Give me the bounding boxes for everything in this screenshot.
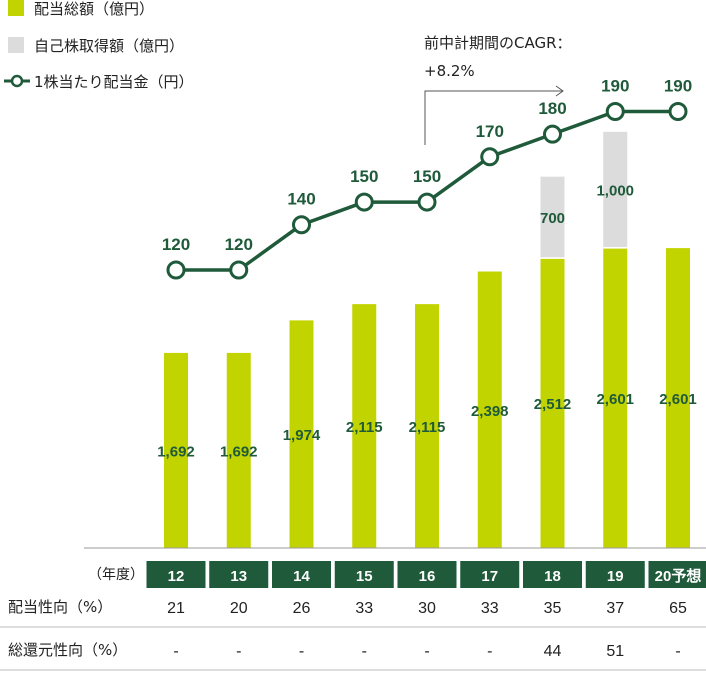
dps-point xyxy=(166,260,186,280)
row-label-payout: 配当性向（%） xyxy=(8,598,112,616)
year-label: 14 xyxy=(293,568,310,585)
dividend-bar xyxy=(164,352,188,548)
year-label: 19 xyxy=(607,568,624,585)
dps-line-group: 120 120 140 150 150 170 180 190 190 xyxy=(162,77,692,280)
buyback-bar xyxy=(540,176,565,258)
dividend-value-label: 2,398 xyxy=(471,403,509,420)
bar-separator xyxy=(603,247,628,249)
cagr-arrow-head xyxy=(555,85,564,97)
year-cell xyxy=(523,561,582,588)
payout-ratio-value: 21 xyxy=(167,600,185,617)
dps-value-label: 180 xyxy=(538,99,566,118)
dps-value-label: 190 xyxy=(601,77,629,96)
payout-ratio-value: 30 xyxy=(418,600,436,617)
buyback-bar xyxy=(603,131,628,248)
dps-value-label: 170 xyxy=(476,122,504,141)
buyback-value-label: 700 xyxy=(540,210,565,227)
total-return-ratio-value: - xyxy=(173,643,178,660)
dividend-value-label: 1,974 xyxy=(283,427,321,444)
cagr-annotation: 前中計期間のCAGR： +8.2% xyxy=(424,34,572,145)
dps-point xyxy=(354,192,374,212)
year-cell xyxy=(272,561,331,588)
total-return-ratio-value: - xyxy=(236,643,241,660)
dividend-bar xyxy=(352,304,377,548)
cagr-arrow-line xyxy=(424,90,562,145)
dps-point xyxy=(417,192,437,212)
dps-point xyxy=(668,102,688,122)
year-cell xyxy=(146,561,206,588)
year-label: 20予想 xyxy=(655,567,702,585)
dps-point xyxy=(292,215,311,235)
fiscal-year-label: （年度） xyxy=(88,567,144,583)
total-return-ratio-value: - xyxy=(299,643,304,660)
year-cell xyxy=(585,561,645,588)
dps-value-label: 190 xyxy=(664,77,692,96)
cagr-title: 前中計期間のCAGR： xyxy=(424,34,572,52)
total-return-ratio-value: - xyxy=(675,643,680,660)
dividend-bar xyxy=(666,248,690,548)
dividend-value-label: 2,512 xyxy=(534,396,572,413)
total-return-ratio-value: 51 xyxy=(606,643,624,660)
bar-label-group: 1,692 1,692 1,974 2,115 2,115 2,398 700 2,512 1,… xyxy=(157,182,697,460)
total-return-ratio-value: - xyxy=(487,643,492,660)
payout-ratio-value: 20 xyxy=(230,600,248,617)
legend-swatch-buyback xyxy=(8,37,24,53)
year-cell xyxy=(397,561,457,588)
year-cell xyxy=(648,561,706,588)
year-header: 12 13 14 15 16 17 18 19 20予想 xyxy=(146,561,706,588)
buyback-value-label: 1,000 xyxy=(596,182,634,199)
dividend-bar xyxy=(415,304,439,548)
dividend-bar xyxy=(540,258,565,548)
year-cell xyxy=(334,561,394,588)
dps-point xyxy=(543,124,562,144)
year-label: 18 xyxy=(544,568,561,585)
dividend-value-label: 2,601 xyxy=(596,391,634,408)
legend: 配当総額（億円） 自己株取得額（億円） 1株当たり配当金（円） xyxy=(4,0,194,91)
payout-ratio-value: 37 xyxy=(606,600,624,617)
dividend-value-label: 1,692 xyxy=(157,443,195,460)
dividend-value-label: 1,692 xyxy=(220,443,258,460)
payout-ratio-value: 33 xyxy=(481,600,499,617)
cagr-value: +8.2% xyxy=(424,62,475,80)
year-label: 15 xyxy=(356,568,373,585)
legend-label-buyback: 自己株取得額（億円） xyxy=(34,37,184,55)
dividend-value-label: 2,115 xyxy=(409,419,446,436)
dividend-bar xyxy=(289,320,314,548)
legend-swatch-dividend xyxy=(8,0,24,16)
dps-value-label: 140 xyxy=(287,190,315,209)
legend-marker-dps xyxy=(10,74,24,88)
payout-ratio-value: 26 xyxy=(293,600,311,617)
year-label: 16 xyxy=(419,568,436,585)
dps-point xyxy=(605,102,625,122)
year-label: 12 xyxy=(168,568,185,585)
dividend-bar xyxy=(226,352,251,548)
legend-label-dps: 1株当たり配当金（円） xyxy=(34,73,194,91)
dps-value-label: 150 xyxy=(350,167,378,186)
year-label: 17 xyxy=(481,568,498,585)
dps-point xyxy=(480,147,500,167)
dividend-bar xyxy=(603,248,628,548)
row-label-total-return: 総還元性向（%） xyxy=(8,641,127,659)
ratio-table: 配当性向（%） 総還元性向（%） 21 - 20 - 26 - 33 - 30 - 33 - 35 44 3… xyxy=(0,598,706,671)
payout-ratio-value: 33 xyxy=(355,600,373,617)
dps-value-label: 120 xyxy=(225,235,253,254)
dividend-value-label: 2,601 xyxy=(659,391,697,408)
dividend-bar xyxy=(477,271,502,548)
bar-separator xyxy=(540,257,565,259)
payout-ratio-value: 35 xyxy=(544,600,562,617)
total-return-ratio-value: - xyxy=(424,643,429,660)
dividend-value-label: 2,115 xyxy=(346,419,383,436)
dps-value-label: 120 xyxy=(162,235,190,254)
legend-label-dividend: 配当総額（億円） xyxy=(34,0,154,18)
year-cell xyxy=(460,561,520,588)
total-return-ratio-value: 44 xyxy=(544,643,562,660)
dps-value-label: 150 xyxy=(413,167,441,186)
total-return-ratio-value: - xyxy=(362,643,367,660)
year-cell xyxy=(209,561,269,588)
payout-ratio-value: 65 xyxy=(669,600,687,617)
bar-group xyxy=(164,131,690,548)
year-label: 13 xyxy=(230,568,247,585)
dps-point xyxy=(229,260,249,280)
